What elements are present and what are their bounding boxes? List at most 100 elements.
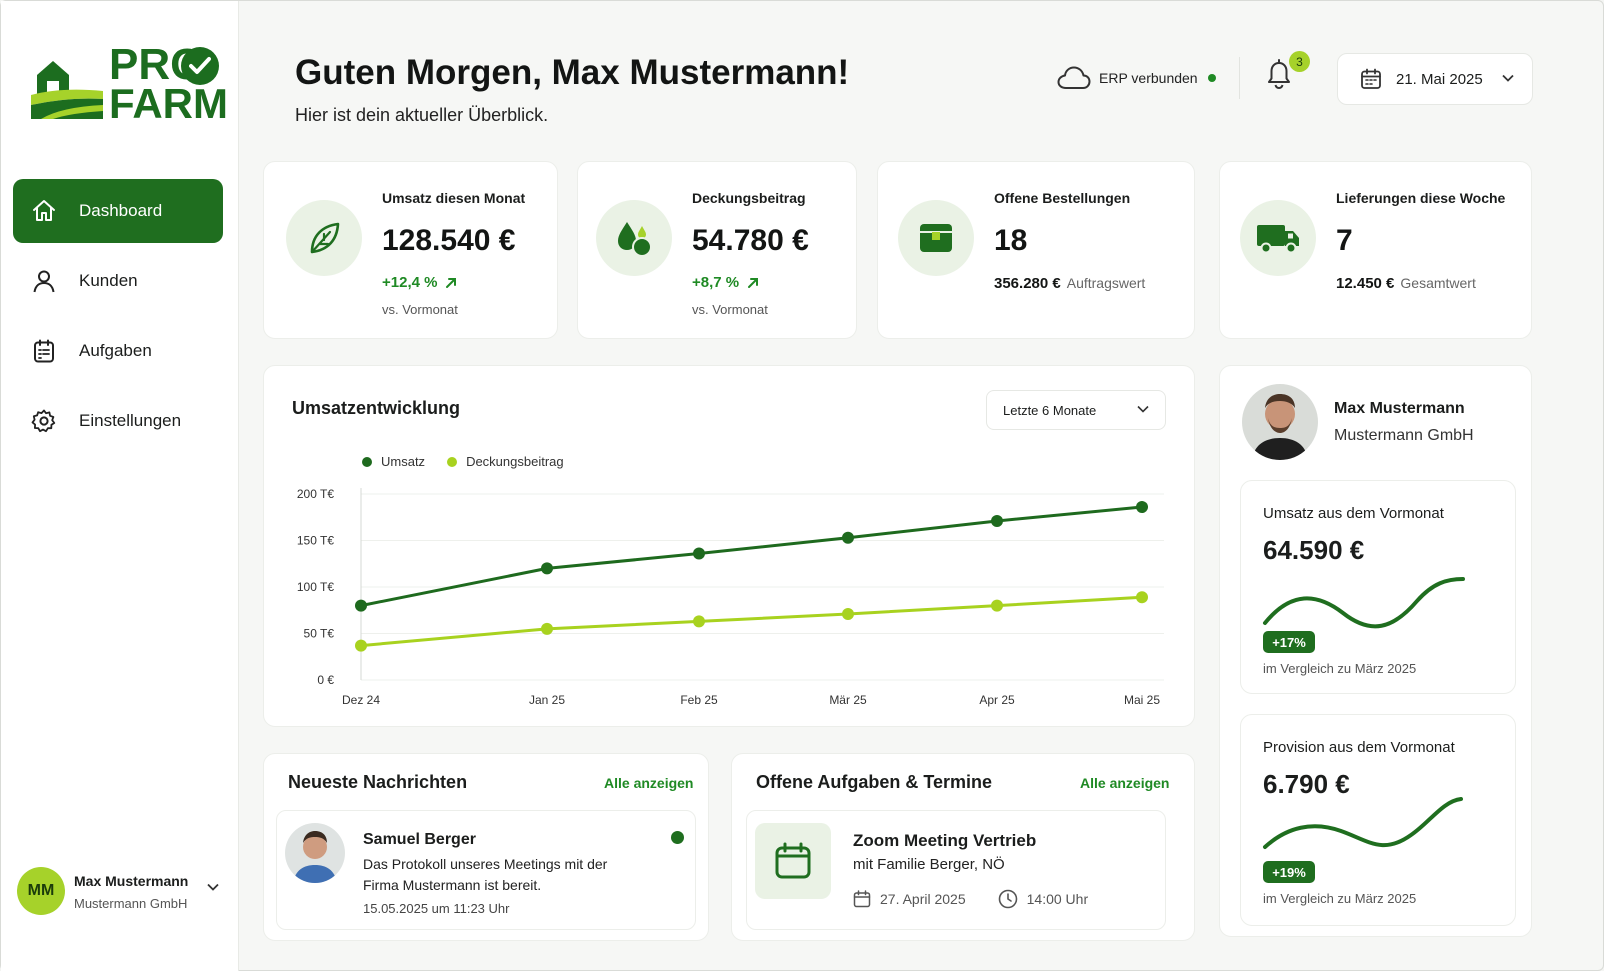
mini-card-note: im Vergleich zu März 2025: [1263, 891, 1417, 906]
x-tick-label: Dez 24: [342, 693, 380, 707]
status-dot: [1207, 74, 1216, 82]
notification-badge: 3: [1289, 51, 1310, 72]
sidebar-item-label: Aufgaben: [79, 341, 152, 360]
cloud-icon: [1057, 66, 1091, 89]
task-date-value: 27. April 2025: [880, 891, 966, 907]
data-point: [355, 599, 367, 612]
page-title: Guten Morgen, Max Mustermann!: [295, 53, 850, 92]
kpi-sum-value: 12.450 €: [1336, 275, 1395, 292]
sidebar: PRO FARM Dashboard Kunden: [1, 1, 239, 971]
task-title: Zoom Meeting Vertrieb: [853, 831, 1037, 850]
calendar-icon: [755, 823, 831, 899]
chevron-down-icon[interactable]: [207, 883, 219, 891]
trend-badge: +19%: [1263, 861, 1315, 883]
mini-card-commission[interactable]: Provision aus dem Vormonat 6.790 € +19% …: [1240, 714, 1516, 926]
truck-icon: [1240, 200, 1316, 276]
data-point: [693, 547, 705, 560]
data-point: [1136, 591, 1148, 604]
kpi-value: 128.540 €: [382, 224, 516, 257]
sidebar-item-label: Dashboard: [79, 201, 163, 220]
erp-status: ERP verbunden: [1057, 63, 1216, 93]
tasks-title: Offene Aufgaben & Termine: [756, 772, 993, 792]
bell-icon: [1268, 59, 1290, 90]
news-card: Neueste Nachrichten Alle anzeigen Samuel…: [263, 753, 709, 941]
notifications-button[interactable]: 3: [1263, 51, 1310, 97]
kpi-change: +12,4 %: [382, 274, 457, 291]
y-tick-label: 150 T€: [297, 534, 334, 548]
gear-icon: [31, 408, 57, 434]
kpi-value: 7: [1336, 224, 1353, 257]
task-time: 14:00 Uhr: [998, 889, 1088, 909]
task-item[interactable]: Zoom Meeting Vertrieb mit Familie Berger…: [746, 810, 1166, 930]
tasks-show-all-link[interactable]: Alle anzeigen: [1080, 775, 1170, 791]
task-time-value: 14:00 Uhr: [1026, 891, 1089, 907]
user-name: Max Mustermann: [74, 873, 189, 889]
profile-card: Max Mustermann Mustermann GmbH Umsatz au…: [1219, 365, 1532, 937]
calendar-check-icon: [31, 338, 57, 364]
kpi-note: vs. Vormonat: [382, 302, 458, 317]
kpi-sum-label: Gesamtwert: [1400, 275, 1476, 291]
revenue-chart-card: Umsatzentwicklung Letzte 6 Monate Umsatz…: [263, 365, 1195, 727]
sidebar-item-kunden[interactable]: Kunden: [13, 249, 223, 313]
date-value: 21. Mai 2025: [1396, 70, 1483, 88]
user-menu[interactable]: MM Max Mustermann Mustermann GmbH: [17, 863, 227, 919]
kpi-card-contribution[interactable]: Deckungsbeitrag 54.780 € +8,7 % vs. Vorm…: [577, 161, 857, 339]
arrow-up-right-icon: [446, 277, 457, 288]
x-tick-label: Jan 25: [529, 693, 565, 707]
unread-dot: [671, 831, 684, 844]
y-tick-label: 100 T€: [297, 580, 334, 594]
trend-badge: +17%: [1263, 631, 1315, 653]
data-point: [355, 639, 367, 652]
kpi-change-value: +8,7 %: [692, 274, 740, 291]
erp-label: ERP verbunden: [1099, 70, 1198, 86]
news-show-all-link[interactable]: Alle anzeigen: [604, 775, 694, 791]
sidebar-item-aufgaben[interactable]: Aufgaben: [13, 319, 223, 383]
x-tick-label: Mai 25: [1124, 693, 1160, 707]
leaf-icon: [286, 200, 362, 276]
box-icon: [898, 200, 974, 276]
mini-card-title: Provision aus dem Vormonat: [1263, 739, 1455, 756]
y-tick-label: 200 T€: [297, 487, 334, 501]
chart-title: Umsatzentwicklung: [292, 398, 461, 418]
sidebar-item-dashboard[interactable]: Dashboard: [13, 179, 223, 243]
legend-label: Umsatz: [381, 454, 426, 469]
x-tick-label: Feb 25: [680, 693, 718, 707]
range-select[interactable]: Letzte 6 Monate: [986, 390, 1166, 430]
user-icon: [31, 268, 57, 294]
y-tick-label: 0 €: [317, 673, 334, 687]
mini-card-revenue[interactable]: Umsatz aus dem Vormonat 64.590 € +17% im…: [1240, 480, 1516, 694]
profile-name: Max Mustermann: [1334, 400, 1465, 417]
logo[interactable]: PRO FARM: [31, 41, 228, 127]
kpi-card-orders[interactable]: Offene Bestellungen 18 356.280 € Auftrags…: [877, 161, 1195, 339]
trend-sparkline: [1263, 797, 1463, 849]
kpi-sum: 12.450 € Gesamtwert: [1336, 275, 1476, 292]
kpi-value: 54.780 €: [692, 224, 809, 257]
data-point: [693, 615, 705, 628]
kpi-title: Deckungsbeitrag: [692, 190, 806, 206]
trend-sparkline: [1263, 577, 1465, 629]
news-item[interactable]: Samuel Berger Das Protokoll unseres Meet…: [276, 810, 696, 930]
kpi-sum-label: Auftragswert: [1066, 275, 1146, 291]
chart-legend: Umsatz Deckungsbeitrag: [362, 454, 586, 469]
arrow-up-right-icon: [748, 277, 759, 288]
avatar: MM: [17, 867, 65, 915]
legend-swatch: [362, 456, 372, 467]
home-icon: [31, 198, 57, 224]
kpi-card-deliveries[interactable]: Lieferungen diese Woche 7 12.450 € Gesamt…: [1219, 161, 1532, 339]
x-tick-label: Apr 25: [979, 693, 1015, 707]
date-picker[interactable]: 21. Mai 2025: [1337, 53, 1533, 105]
task-date: 27. April 2025: [853, 890, 966, 908]
kpi-card-revenue[interactable]: Umsatz diesen Monat 128.540 € +12,4 % vs…: [263, 161, 558, 339]
data-point: [541, 562, 553, 575]
series-line: [360, 595, 1143, 648]
tasks-card: Offene Aufgaben & Termine Alle anzeigen …: [731, 753, 1195, 941]
sidebar-item-einstellungen[interactable]: Einstellungen: [13, 389, 223, 453]
calendar-icon: [1361, 68, 1381, 89]
mini-card-note: im Vergleich zu März 2025: [1263, 661, 1417, 676]
legend-label: Deckungsbeitrag: [466, 454, 564, 469]
sender-name: Samuel Berger: [363, 831, 476, 848]
sidebar-item-label: Kunden: [79, 271, 138, 290]
legend-swatch: [447, 456, 458, 467]
check-icon: [181, 47, 219, 85]
kpi-sum: 356.280 € Auftragswert: [994, 275, 1145, 292]
